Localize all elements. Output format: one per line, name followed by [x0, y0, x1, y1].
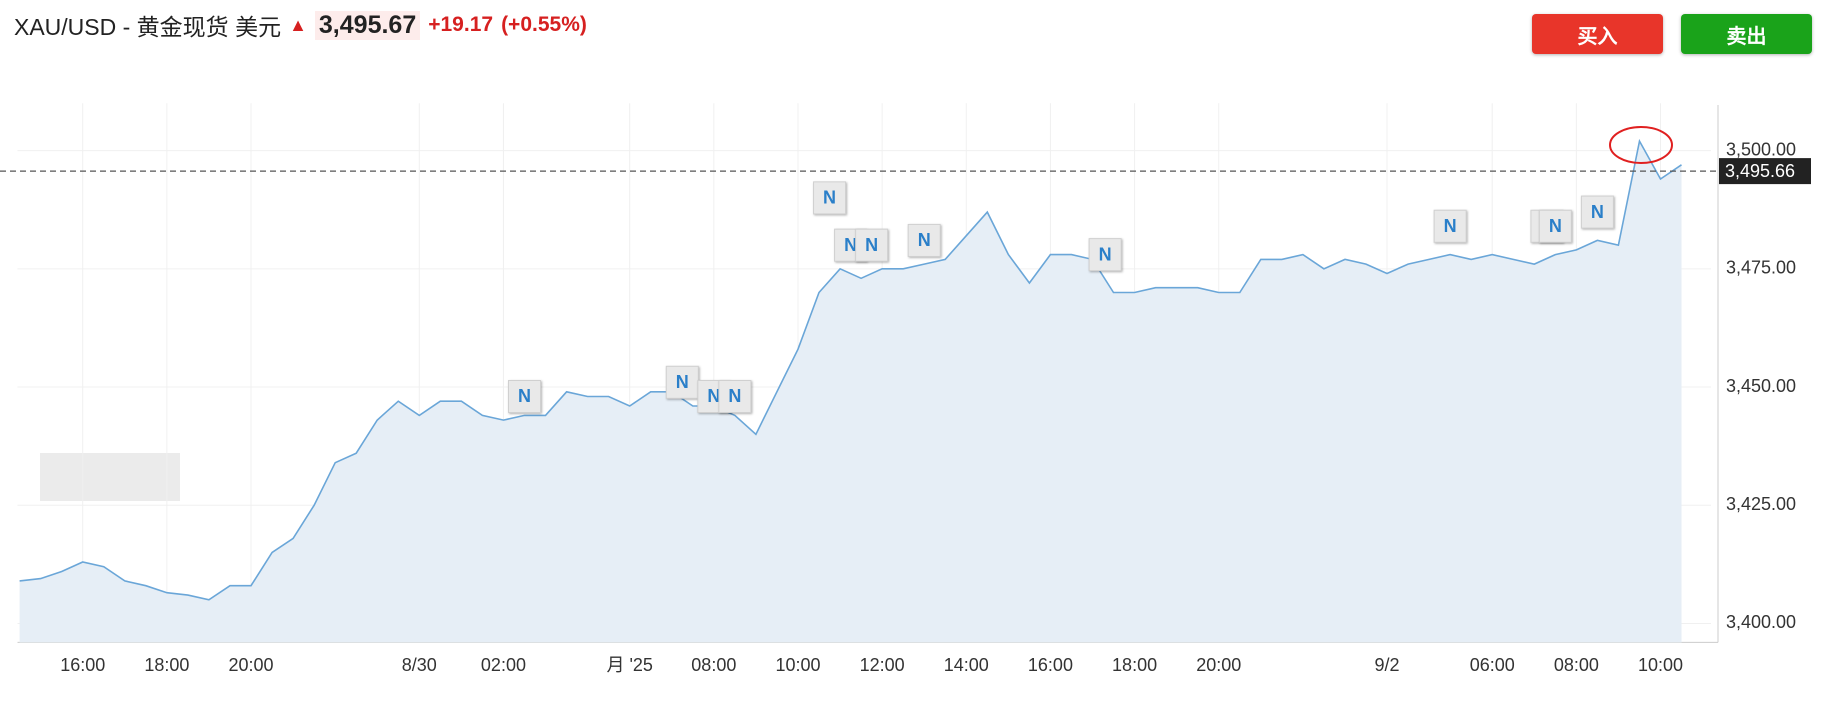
- x-tick-label: 06:00: [1470, 655, 1515, 675]
- x-tick-label: 8/30: [402, 655, 437, 675]
- x-tick-label: 月 '25: [606, 655, 652, 675]
- news-marker: [665, 365, 699, 399]
- news-marker: [855, 228, 889, 262]
- news-marker: [907, 223, 941, 257]
- chart: 3,400.00 3,425.00 3,450.00 3,475.00 3,500.00…: [0, 103, 1811, 675]
- last-price-box: [1719, 158, 1811, 185]
- news-marker-label: N: [707, 386, 720, 406]
- y-tick-label: 3,475.00: [1726, 258, 1796, 278]
- y-tick-label: 3,425.00: [1726, 494, 1796, 514]
- x-tick-label: 10:00: [1638, 655, 1683, 675]
- y-tick-label: 3,400.00: [1726, 612, 1796, 632]
- news-marker-label: N: [865, 235, 878, 255]
- x-tick-label: 16:00: [1028, 655, 1073, 675]
- news-marker-label: N: [518, 386, 531, 406]
- x-tick-label: 02:00: [481, 655, 526, 675]
- news-marker-label: N: [728, 386, 741, 406]
- area-fill: [19, 141, 1682, 643]
- y-tick-label: 3,500.00: [1726, 139, 1796, 159]
- x-tick-label: 16:00: [60, 655, 105, 675]
- highlight-circle: [1609, 126, 1673, 164]
- news-marker-label: N: [1444, 216, 1457, 236]
- x-tick-label: 14:00: [944, 655, 989, 675]
- news-marker-label: N: [1549, 216, 1562, 236]
- news-marker: [718, 379, 752, 413]
- x-tick-label: 08:00: [691, 655, 736, 675]
- change: +19.17: [428, 13, 494, 36]
- news-marker-label: N: [1099, 244, 1112, 264]
- x-tick-label: 12:00: [860, 655, 905, 675]
- news-marker-label: N: [676, 372, 689, 392]
- x-tick-label: 20:00: [228, 655, 273, 675]
- news-marker-label: N: [823, 188, 836, 208]
- blurred-label: [40, 453, 180, 501]
- x-tick-label: 20:00: [1196, 655, 1241, 675]
- x-tick-label: 9/2: [1375, 655, 1400, 675]
- symbol: XAU/USD - 黄金现货 美元: [14, 14, 282, 40]
- sell-button[interactable]: 卖出: [1681, 14, 1812, 54]
- page: XAU/USD - 黄金现货 美元 ▲ 3,495.67 +19.17 (+0.…: [0, 8, 1812, 675]
- news-marker: [1088, 238, 1122, 272]
- price: 3,495.67: [314, 10, 421, 40]
- news-marker: [813, 181, 847, 215]
- x-tick-label: 18:00: [1112, 655, 1157, 675]
- news-marker: [1580, 195, 1614, 229]
- x-tick-label: 18:00: [144, 655, 189, 675]
- up-arrow: ▲: [289, 14, 307, 35]
- header: XAU/USD - 黄金现货 美元 ▲ 3,495.67 +19.17 (+0.…: [14, 8, 587, 42]
- x-tick-label: 08:00: [1554, 655, 1599, 675]
- news-marker-label: N: [844, 235, 857, 255]
- last-price-label: 3,495.66: [1725, 161, 1795, 181]
- news-marker-label: N: [918, 230, 931, 250]
- x-tick-label: 10:00: [775, 655, 820, 675]
- news-marker: [1433, 209, 1467, 243]
- change-pct: (+0.55%): [501, 13, 587, 36]
- news-marker: [1538, 209, 1572, 243]
- y-tick-label: 3,450.00: [1726, 376, 1796, 396]
- price-line: [19, 138, 1682, 601]
- news-marker: [507, 379, 541, 413]
- buy-button[interactable]: 买入: [1532, 14, 1663, 54]
- news-marker-label: N: [1591, 202, 1604, 222]
